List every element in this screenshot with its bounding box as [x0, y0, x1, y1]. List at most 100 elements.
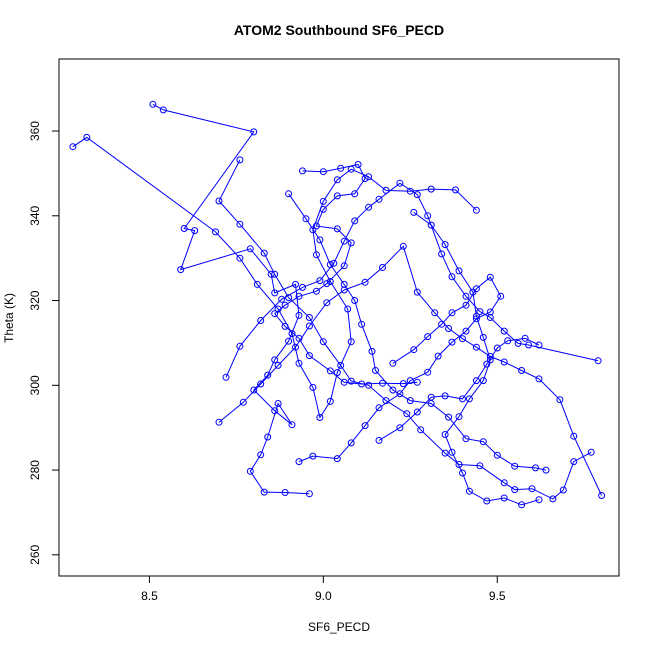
data-point	[257, 380, 265, 388]
data-point	[431, 309, 439, 317]
data-point	[459, 469, 466, 477]
data-point	[305, 490, 313, 498]
data-point	[239, 398, 247, 406]
data-point	[441, 449, 449, 457]
data-point	[340, 262, 348, 270]
data-point	[246, 467, 254, 475]
data-point	[271, 407, 279, 415]
data-point	[479, 333, 487, 341]
data-point	[375, 195, 383, 203]
y-tick-label: 360	[28, 121, 42, 141]
data-series	[375, 334, 543, 444]
data-point	[528, 485, 536, 493]
data-point	[459, 335, 466, 343]
data-point	[410, 208, 418, 216]
data-point	[347, 377, 355, 385]
data-point	[462, 435, 470, 443]
data-series	[285, 190, 550, 474]
series-line	[218, 245, 603, 496]
data-point	[340, 378, 348, 386]
data-point	[448, 309, 456, 317]
data-point	[441, 431, 449, 438]
data-point	[483, 360, 491, 368]
data-point	[309, 383, 317, 391]
data-point	[271, 310, 279, 318]
data-point	[448, 273, 456, 281]
series-line	[298, 276, 502, 463]
data-point	[375, 404, 383, 412]
data-point	[472, 206, 480, 214]
data-point	[159, 106, 167, 114]
data-point	[413, 378, 421, 386]
data-point	[347, 239, 355, 247]
series-layer	[69, 100, 606, 509]
plot-frame	[58, 58, 620, 577]
data-point	[323, 280, 331, 288]
data-point	[413, 288, 421, 296]
data-point	[424, 212, 432, 220]
data-point	[358, 380, 366, 388]
data-point	[518, 501, 526, 509]
data-point	[361, 422, 369, 430]
data-point	[549, 495, 557, 503]
data-point	[180, 225, 188, 232]
data-point	[292, 343, 299, 351]
data-point	[215, 197, 223, 205]
data-point	[236, 156, 244, 164]
data-point	[521, 334, 529, 342]
data-point	[285, 190, 293, 198]
data-point	[333, 225, 341, 233]
data-series	[295, 273, 505, 466]
data-series	[149, 100, 313, 498]
data-point	[351, 297, 359, 304]
data-point	[319, 168, 327, 176]
data-point	[347, 439, 355, 447]
data-point	[462, 301, 470, 309]
data-point	[326, 367, 334, 375]
data-point	[452, 186, 459, 194]
data-point	[379, 379, 386, 387]
data-point	[462, 327, 470, 335]
data-point	[236, 342, 244, 350]
data-point	[396, 424, 404, 432]
data-point	[427, 185, 435, 193]
data-point	[455, 267, 463, 275]
data-point	[518, 367, 526, 374]
data-point	[281, 322, 289, 330]
data-point	[323, 299, 331, 307]
data-point	[295, 458, 303, 466]
data-point	[299, 283, 306, 291]
data-point	[149, 100, 157, 108]
data-point	[257, 451, 265, 459]
chart-title: ATOM2 Southbound SF6_PECD	[234, 22, 444, 38]
data-point	[511, 486, 519, 494]
data-point	[340, 237, 348, 245]
data-point	[504, 337, 512, 345]
data-point	[406, 397, 414, 405]
data-point	[465, 487, 473, 495]
data-point	[299, 167, 306, 175]
data-point	[389, 386, 397, 394]
data-point	[559, 486, 567, 494]
data-series	[271, 161, 421, 388]
data-point	[500, 358, 508, 366]
data-point	[535, 496, 543, 504]
data-point	[448, 338, 456, 346]
series-line	[288, 193, 547, 471]
data-point	[406, 377, 414, 385]
data-point	[434, 352, 442, 360]
data-point	[486, 356, 494, 364]
data-point	[406, 187, 414, 195]
data-point	[330, 259, 338, 267]
data-point	[316, 277, 324, 285]
data-point	[274, 361, 282, 369]
data-point	[358, 320, 366, 328]
data-point	[486, 273, 494, 281]
data-point	[525, 341, 533, 349]
data-point	[556, 396, 564, 404]
series-line	[72, 136, 477, 419]
data-point	[438, 250, 446, 258]
data-point	[455, 413, 463, 421]
data-point	[365, 173, 373, 181]
data-point	[340, 280, 348, 288]
